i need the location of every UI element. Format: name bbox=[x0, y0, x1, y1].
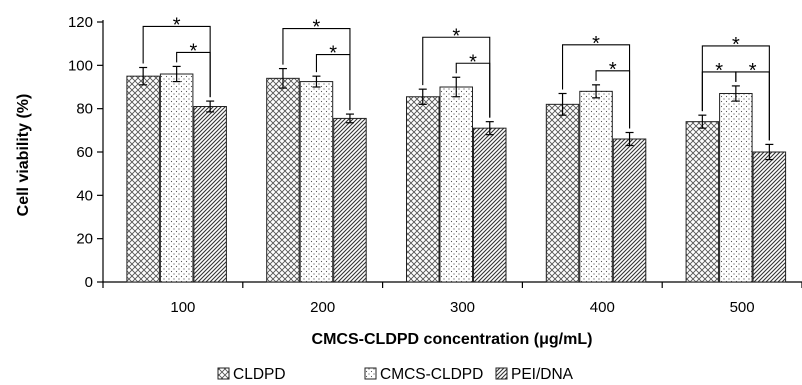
legend-swatch bbox=[364, 367, 377, 380]
bar-cmcs-cldpd bbox=[159, 73, 194, 283]
y-tick-label: 20 bbox=[76, 231, 93, 248]
significance-star: * bbox=[609, 59, 617, 81]
significance-star: * bbox=[715, 60, 723, 82]
significance-star: * bbox=[190, 40, 198, 62]
y-tick-label: 100 bbox=[68, 57, 93, 74]
legend-label: CLDPD bbox=[233, 366, 286, 383]
legend-item-pei-dna: PEI/DNA bbox=[495, 366, 574, 383]
bar-cmcs-cldpd bbox=[299, 81, 334, 283]
significance-star: * bbox=[313, 17, 321, 39]
bar-cldpd bbox=[406, 96, 440, 283]
x-tick-label: 500 bbox=[730, 299, 755, 316]
x-tick-label: 100 bbox=[170, 299, 195, 316]
bar-cldpd bbox=[266, 77, 300, 283]
significance-star: * bbox=[592, 33, 600, 55]
y-tick-label: 0 bbox=[85, 274, 93, 291]
x-tick-label: 200 bbox=[310, 299, 335, 316]
legend-swatch bbox=[217, 367, 230, 380]
y-tick-label: 120 bbox=[68, 14, 93, 31]
bar-pei-dna bbox=[752, 151, 787, 283]
bar-pei-dna bbox=[333, 117, 367, 283]
significance-star: * bbox=[452, 25, 460, 47]
y-tick-label: 80 bbox=[76, 101, 93, 118]
significance-bracket bbox=[142, 25, 211, 98]
significance-star: * bbox=[732, 34, 740, 56]
bar-pei-dna bbox=[193, 106, 227, 283]
legend-label: CMCS-CLDPD bbox=[380, 366, 483, 383]
y-tick-label: 60 bbox=[76, 144, 93, 161]
legend-item-cmcs-cldpd: CMCS-CLDPD bbox=[364, 366, 483, 383]
legend: CLDPD CMCS-CLDPD PEI/DNA bbox=[217, 366, 574, 383]
significance-star: * bbox=[329, 43, 337, 65]
legend-swatch bbox=[495, 367, 508, 380]
y-axis-title: Cell viability (%) bbox=[15, 94, 32, 217]
significance-star: * bbox=[749, 60, 757, 82]
legend-label: PEI/DNA bbox=[511, 366, 574, 383]
bar-pei-dna bbox=[612, 138, 647, 283]
bar-cmcs-cldpd bbox=[439, 86, 473, 283]
bar-cmcs-cldpd bbox=[579, 90, 613, 283]
x-axis-title: CMCS-CLDPD concentration (μg/mL) bbox=[312, 331, 593, 348]
bar-cmcs-cldpd bbox=[719, 93, 753, 283]
legend-item-cldpd: CLDPD bbox=[217, 366, 286, 383]
significance-bracket bbox=[422, 36, 491, 118]
bar-cldpd bbox=[685, 121, 720, 283]
y-tick-label: 40 bbox=[76, 187, 93, 204]
bar-pei-dna bbox=[473, 127, 507, 283]
significance-bracket bbox=[562, 44, 631, 129]
bar-cldpd bbox=[126, 75, 160, 283]
x-tick-label: 300 bbox=[450, 299, 475, 316]
significance-bracket bbox=[282, 28, 351, 111]
significance-star: * bbox=[173, 14, 181, 36]
bar-cldpd bbox=[545, 103, 580, 283]
plot-area: 0 20 40 60 80 100 120 100 200 300 400 500 * * * * * * * * * *… bbox=[68, 14, 802, 316]
x-tick-label: 400 bbox=[590, 299, 615, 316]
significance-star: * bbox=[469, 51, 477, 73]
significance-bracket bbox=[701, 45, 770, 141]
